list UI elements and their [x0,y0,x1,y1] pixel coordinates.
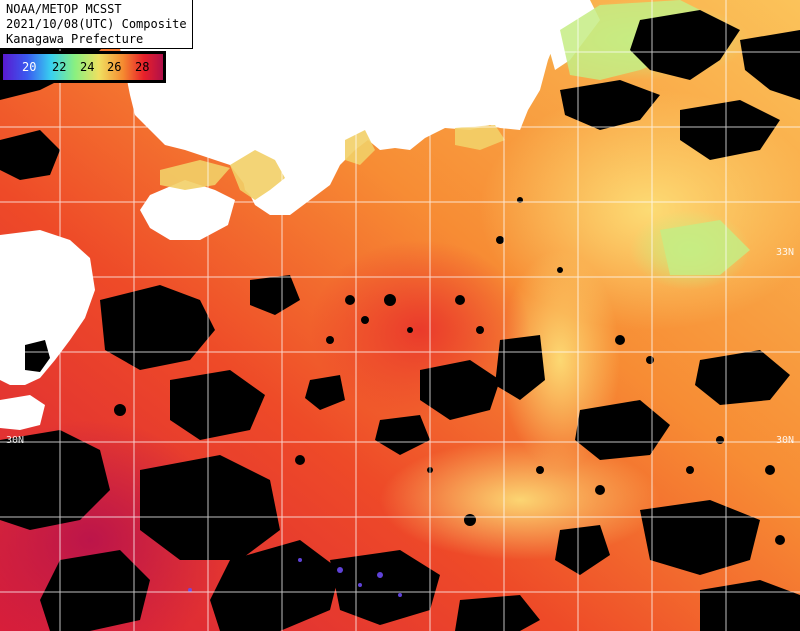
colorbar-tick-22: 22 [52,60,67,74]
colorbar-tick-20: 20 [22,60,37,74]
colorbar-gradient [3,54,163,80]
title-date: 2021/10/08(UTC) Composite [6,17,187,31]
title-box: NOAA/METOP MCSST 2021/10/08(UTC) Composi… [0,0,193,49]
latitude-label-33n: 33N [776,247,795,258]
temperature-colorbar: 20 22 24 26 28 [0,51,166,83]
colorbar-tick-26: 26 [107,60,122,74]
colorbar-tick-24: 24 [80,60,95,74]
latitude-label-30n-left: 30N [6,435,25,446]
latitude-label-30n-right: 30N [776,435,795,446]
title-source: Kanagawa Prefecture [6,32,144,46]
title-satellite: NOAA/METOP MCSST [6,2,122,16]
colorbar-tick-28: 28 [135,60,150,74]
